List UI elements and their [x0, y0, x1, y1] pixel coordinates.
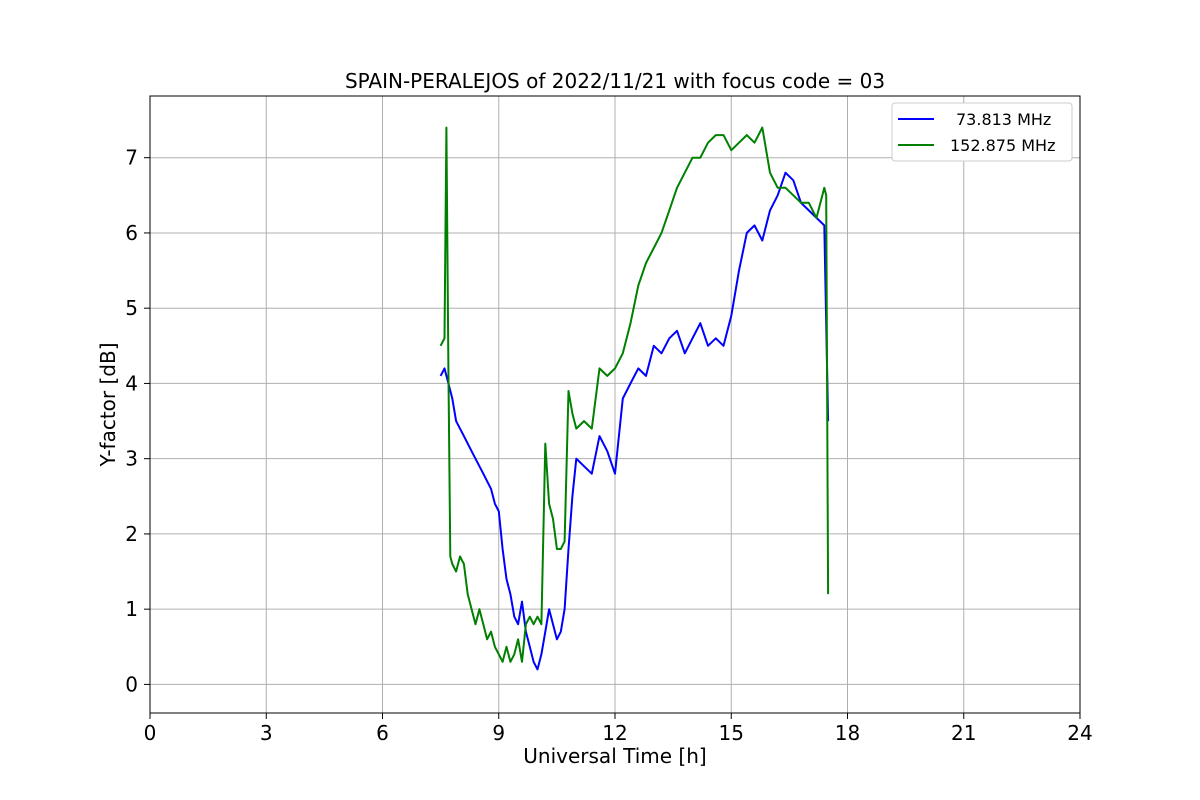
y-tick-label: 4 [125, 371, 138, 395]
y-tick-label: 3 [125, 447, 138, 471]
x-tick-label: 0 [144, 721, 157, 745]
x-tick-label: 15 [719, 721, 744, 745]
x-tick-label: 6 [376, 721, 389, 745]
y-tick-label: 1 [125, 597, 138, 621]
y-axis-label: Y-factor [dB] [96, 342, 120, 467]
x-tick-label: 24 [1067, 721, 1092, 745]
y-tick-label: 6 [125, 221, 138, 245]
series-line-1 [439, 126, 830, 663]
x-tick-label: 18 [835, 721, 860, 745]
legend: 73.813 MHz 152.875 MHz [891, 102, 1073, 162]
legend-box [891, 102, 1073, 162]
chart-title: SPAIN-PERALEJOS of 2022/11/21 with focus… [345, 69, 885, 93]
y-tick-label: 5 [125, 296, 138, 320]
x-tick-label: 21 [951, 721, 976, 745]
legend-label-73mhz: 73.813 MHz [956, 110, 1051, 129]
x-tick-label: 9 [492, 721, 505, 745]
x-tick-label: 3 [260, 721, 273, 745]
y-tick-label: 0 [125, 672, 138, 696]
series-line-0 [439, 171, 830, 671]
series-layer [439, 126, 830, 671]
x-axis-label: Universal Time [h] [523, 744, 706, 768]
x-tick-label: 12 [602, 721, 627, 745]
y-tick-label: 7 [125, 146, 138, 170]
y-tick-label: 2 [125, 522, 138, 546]
legend-label-152mhz: 152.875 MHz [950, 136, 1055, 155]
